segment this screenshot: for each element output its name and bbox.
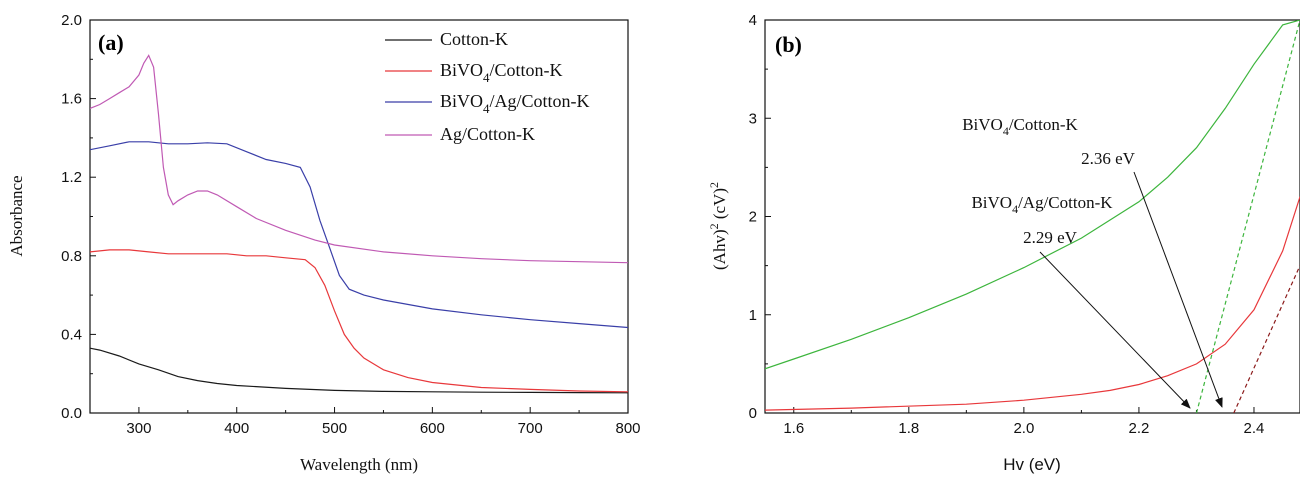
panel-a-x-ticks: 300 400 500 600 700 800 xyxy=(126,407,641,437)
panel-b-annotations: BiVO4/Cotton-K 2.36 eV BiVO4/Ag/Cotton-K… xyxy=(962,115,1223,409)
series-line-cotton-k xyxy=(90,347,628,394)
x-tick-label: 2.2 xyxy=(1128,420,1149,437)
x-tick-label: 800 xyxy=(615,420,640,437)
x-tick-label: 400 xyxy=(224,420,249,437)
x-tick-label: 300 xyxy=(126,420,151,437)
y-tick-label: 0.0 xyxy=(61,405,82,422)
annotation-bivo4-ag-cotton-value: 2.29 eV xyxy=(1023,228,1078,247)
y-tick-label: 4 xyxy=(749,12,757,29)
series-line-red-tangent xyxy=(1233,265,1300,413)
y-tick-label: 0.4 xyxy=(61,326,82,343)
panel-a-series xyxy=(90,54,628,394)
x-tick-label: 700 xyxy=(518,420,543,437)
y-tick-label: 1.6 xyxy=(61,91,82,108)
y-tick-label: 0 xyxy=(749,405,757,422)
legend-entry-label: BiVO4/Cotton-K xyxy=(440,60,563,85)
panel-a-y-axis-label: Absorbance xyxy=(7,175,26,256)
y-tick-label: 2.0 xyxy=(61,12,82,29)
panel-b-series xyxy=(765,20,1300,413)
x-tick-label: 500 xyxy=(322,420,347,437)
panel-b-y-axis-label: (Ahv)2 (cV)2 xyxy=(707,182,729,270)
annotation-bivo4-cotton-label: BiVO4/Cotton-K xyxy=(962,115,1078,138)
annotation-arrow-bivo4-cotton xyxy=(1133,171,1223,408)
x-tick-label: 1.8 xyxy=(898,420,919,437)
panel-b-y-ticks: 0 1 2 3 4 xyxy=(749,12,771,422)
y-tick-label: 3 xyxy=(749,110,757,127)
series-line-bivo4-ag-cotton-k xyxy=(90,141,628,329)
legend-entry-label: Cotton-K xyxy=(440,29,508,49)
legend-entry-label: BiVO4/Ag/Cotton-K xyxy=(440,91,590,116)
y-tick-label: 2 xyxy=(749,209,757,226)
panel-a-x-axis-label: Wavelength (nm) xyxy=(300,455,418,474)
legend-entry-label: Ag/Cotton-K xyxy=(440,124,535,144)
annotation-arrow-bivo4-ag-cotton xyxy=(1039,251,1191,409)
series-line-red-curve xyxy=(765,196,1300,411)
y-tick-label: 1.2 xyxy=(61,169,82,186)
x-tick-label: 600 xyxy=(420,420,445,437)
series-line-green-tangent xyxy=(1195,20,1300,413)
series-line-green-curve xyxy=(765,20,1300,370)
panel-a-legend: Cotton-K BiVO4/Cotton-K BiVO4/Ag/Cotton-K A… xyxy=(385,29,590,144)
panel-b-tauc-plot: 1.6 1.8 2.0 2.2 2.4 0 1 2 3 4 (b) Hv (eV) (Ahv)2… xyxy=(707,12,1300,474)
y-tick-label: 1 xyxy=(749,307,757,324)
panel-a-y-ticks: 0.0 0.4 0.8 1.2 1.6 2.0 xyxy=(61,12,96,422)
annotation-bivo4-ag-cotton-label: BiVO4/Ag/Cotton-K xyxy=(971,193,1113,216)
y-tick-label: 0.8 xyxy=(61,248,82,265)
panel-b-plot-frame xyxy=(764,19,1300,414)
panel-b-label: (b) xyxy=(775,32,802,57)
panel-a-absorbance-chart: 300 400 500 600 700 800 0.0 0.4 0.8 1.2 1.6 2.0 (a… xyxy=(7,12,641,474)
annotation-bivo4-cotton-value: 2.36 eV xyxy=(1081,149,1136,168)
panel-b-x-ticks: 1.6 1.8 2.0 2.2 2.4 xyxy=(783,407,1264,437)
series-line-bivo4-cotton-k xyxy=(90,249,628,393)
panel-a-label: (a) xyxy=(98,30,124,55)
panel-b-x-axis-label: Hv (eV) xyxy=(1003,455,1061,474)
series-line-ag-cotton-k xyxy=(90,54,628,264)
x-tick-label: 2.4 xyxy=(1244,420,1265,437)
x-tick-label: 1.6 xyxy=(783,420,804,437)
x-tick-label: 2.0 xyxy=(1013,420,1034,437)
